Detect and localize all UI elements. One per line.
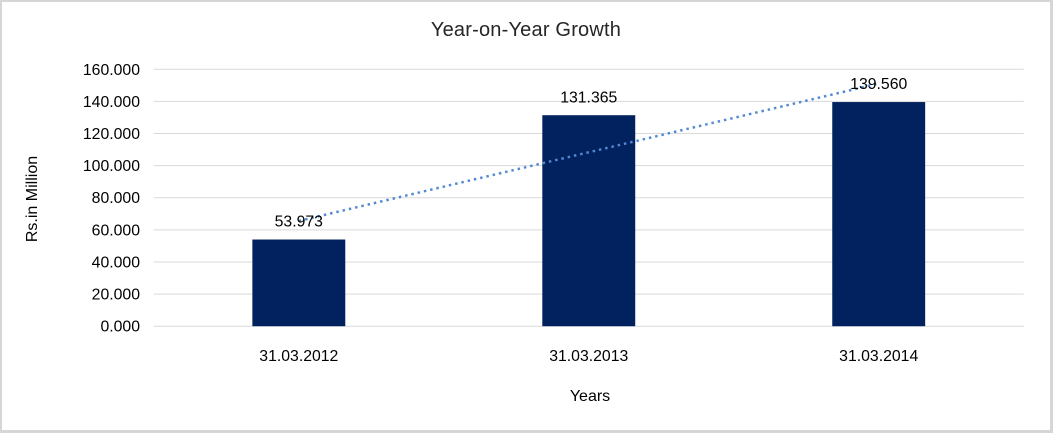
y-tick-label: 160.000 xyxy=(83,62,140,79)
y-tick-label: 140.000 xyxy=(83,94,140,111)
y-tick-label: 120.000 xyxy=(83,126,140,143)
bar-value-label: 139.560 xyxy=(850,76,907,93)
bar-value-label: 131.365 xyxy=(560,89,617,106)
x-tick-label: 31.03.2012 xyxy=(259,348,338,365)
bar xyxy=(832,102,926,327)
y-tick-label: 60.000 xyxy=(92,222,141,239)
y-tick-label: 80.000 xyxy=(92,190,141,207)
bar xyxy=(252,239,346,327)
x-tick-label: 31.03.2014 xyxy=(839,348,918,365)
bar-value-label: 53.973 xyxy=(275,214,324,231)
bar xyxy=(542,115,636,327)
x-axis-title: Years xyxy=(569,388,611,405)
y-tick-label: 0.000 xyxy=(100,319,140,336)
trendline xyxy=(298,82,879,223)
y-tick-label: 20.000 xyxy=(92,287,141,304)
y-tick-label: 40.000 xyxy=(92,254,141,271)
chart-title: Year-on-Year Growth xyxy=(430,19,622,41)
y-tick-label: 100.000 xyxy=(83,158,140,175)
x-tick-label: 31.03.2013 xyxy=(549,348,628,365)
